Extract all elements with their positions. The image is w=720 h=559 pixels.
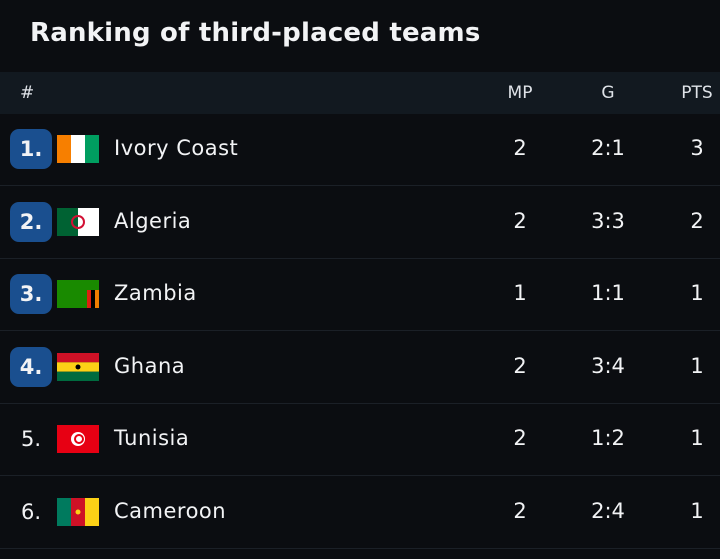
table-row: 3. Zambia 1 1:1 1 — [0, 258, 720, 331]
column-header: # — [20, 83, 35, 103]
goals: 3:3 — [591, 208, 625, 233]
rank: 6. — [20, 499, 42, 524]
points: 1 — [690, 281, 704, 305]
table-row: 4. Ghana 2 3:4 1 — [0, 331, 720, 404]
table-row: 5. Tunisia 2 1:2 1 — [0, 403, 720, 476]
team-name: Ivory Coast — [114, 136, 239, 160]
column-header: MP — [507, 83, 533, 103]
rank: 5. — [20, 427, 42, 451]
flag — [57, 135, 99, 163]
goals: 2:1 — [591, 136, 625, 160]
flag — [57, 425, 99, 453]
goals: 1:2 — [591, 426, 625, 450]
team-name: Tunisia — [114, 426, 190, 450]
flag — [57, 207, 99, 236]
rank: 3. — [10, 274, 52, 314]
flag — [57, 280, 99, 308]
column-header: PTS — [681, 83, 713, 103]
rank: 4. — [10, 346, 52, 387]
points: 1 — [690, 353, 704, 378]
rank: 1. — [10, 129, 52, 169]
table-row: 6. Cameroon 2 2:4 1 — [0, 476, 720, 549]
team-name: Algeria — [114, 208, 192, 233]
goals: 3:4 — [591, 353, 625, 378]
team-name: Zambia — [114, 281, 197, 305]
column-header: G — [601, 83, 615, 103]
team-name: Ghana — [114, 353, 186, 378]
points: 2 — [690, 208, 704, 233]
table-row: 1. Ivory Coast 2 2:1 3 — [0, 113, 720, 186]
table-header: # MP G PTS — [0, 72, 720, 114]
points: 1 — [690, 498, 704, 523]
table-row: 2. Algeria 2 3:3 2 — [0, 186, 720, 259]
matches-played: 2 — [513, 498, 527, 523]
goals: 2:4 — [591, 498, 625, 523]
matches-played: 2 — [513, 426, 527, 450]
rank: 2. — [10, 201, 52, 242]
points: 3 — [690, 136, 704, 160]
team-name: Cameroon — [114, 498, 227, 523]
points: 1 — [690, 426, 704, 450]
matches-played: 1 — [513, 281, 527, 305]
matches-played: 2 — [513, 136, 527, 160]
flag — [57, 352, 99, 381]
matches-played: 2 — [513, 353, 527, 378]
flag — [57, 497, 99, 526]
goals: 1:1 — [591, 281, 625, 305]
title: Ranking of third-placed teams — [30, 18, 481, 48]
matches-played: 2 — [513, 208, 527, 233]
